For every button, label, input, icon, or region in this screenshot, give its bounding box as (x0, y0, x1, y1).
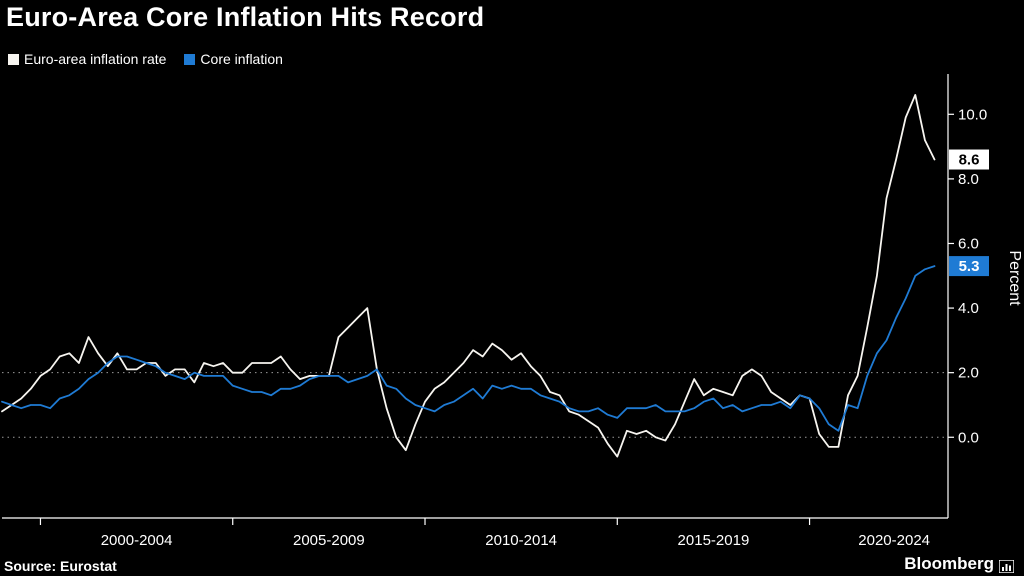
badge-value: 5.3 (959, 258, 980, 275)
bloomberg-wordmark: Bloomberg (904, 554, 994, 573)
core-value-badge (949, 256, 989, 277)
y-tick-label: 0.0 (958, 429, 979, 446)
y-tick-label: 8.0 (958, 171, 979, 188)
y-tick-label: 10.0 (958, 106, 987, 123)
legend-item-headline: Euro-area inflation rate (8, 51, 166, 67)
legend-label-core: Core inflation (200, 51, 283, 67)
y-tick-label: 2.0 (958, 365, 979, 382)
page-title: Euro-Area Core Inflation Hits Record (6, 2, 485, 32)
x-group-label: 2000-2004 (101, 532, 173, 549)
y-tick-label: 4.0 (958, 300, 979, 317)
legend-item-core: Core inflation (184, 51, 283, 67)
headline-inflation-line (1, 94, 936, 458)
x-group-label: 2005-2009 (293, 532, 365, 549)
chart-legend: Euro-area inflation rate Core inflation (8, 51, 283, 67)
x-group-label: 2010-2014 (485, 532, 557, 549)
x-group-label: 2015-2019 (678, 532, 750, 549)
badge-value: 8.6 (959, 152, 980, 169)
y-tick-label: 6.0 (958, 235, 979, 252)
source-attribution: Source: Eurostat (4, 558, 117, 574)
headline-series-swatch-icon (8, 53, 19, 65)
bloomberg-chart-icon (998, 558, 1015, 574)
core-series-swatch-icon (184, 53, 196, 65)
legend-label-headline: Euro-area inflation rate (24, 51, 167, 67)
x-group-label: 2020-2024 (858, 532, 930, 549)
y-axis-title: Percent (1006, 250, 1023, 306)
core-inflation-line (1, 265, 936, 432)
headline-value-badge (949, 149, 989, 170)
bloomberg-logo: Bloomberg (904, 554, 1015, 574)
